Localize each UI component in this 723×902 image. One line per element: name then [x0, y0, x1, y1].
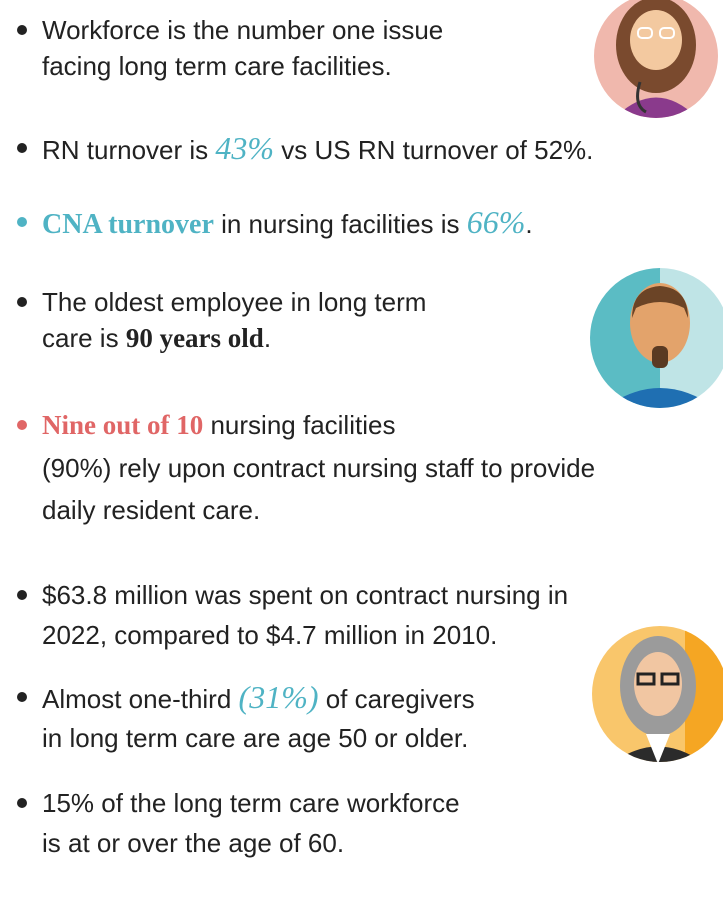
text-line: is at or over the age of 60.	[42, 826, 344, 860]
text: is at or over the age of 60.	[42, 828, 344, 858]
avatar-man	[588, 268, 723, 408]
text-line: CNA turnover in nursing facilities is 66…	[42, 205, 533, 239]
text-line: care is 90 years old.	[42, 321, 271, 355]
avatar-woman	[590, 624, 723, 764]
bold-text: CNA turnover	[42, 209, 214, 240]
text: of caregivers	[319, 684, 475, 714]
text: .	[264, 323, 271, 353]
text-line: The oldest employee in long term	[42, 285, 426, 319]
bullet-dot	[17, 25, 27, 35]
text-line: Almost one-third (31%) of caregivers	[42, 680, 475, 714]
bullet-dot	[17, 143, 27, 153]
text-line: Workforce is the number one issue	[42, 13, 443, 47]
text: in nursing facilities is	[214, 209, 467, 239]
text-line: facing long term care facilities.	[42, 49, 392, 83]
text-line: RN turnover is 43% vs US RN turnover of …	[42, 131, 593, 165]
text: $63.8 million was spent on contract nurs…	[42, 580, 568, 610]
text: .	[525, 209, 532, 239]
text: in long term care are age 50 or older.	[42, 723, 468, 753]
text: (90%) rely upon contract nursing staff t…	[42, 453, 595, 483]
text-line: $63.8 million was spent on contract nurs…	[42, 578, 568, 612]
highlight: 43%	[215, 130, 274, 166]
text: daily resident care.	[42, 495, 260, 525]
text: vs US RN turnover of 52%.	[274, 135, 593, 165]
text-line: 15% of the long term care workforce	[42, 786, 460, 820]
text: care is	[42, 323, 126, 353]
bold-text: Nine out of 10	[42, 410, 203, 440]
text-line: daily resident care.	[42, 493, 260, 527]
highlight: (31%)	[239, 679, 319, 715]
bullet-dot	[17, 692, 27, 702]
text: 15% of the long term care workforce	[42, 788, 460, 818]
text: facing long term care facilities.	[42, 51, 392, 81]
text: Almost one-third	[42, 684, 239, 714]
text: 2022, compared to $4.7 million in 2010.	[42, 620, 497, 650]
bullet-dot	[17, 217, 27, 227]
bullet-dot	[17, 590, 27, 600]
avatar-nurse	[588, 0, 723, 120]
text: RN turnover is	[42, 135, 215, 165]
text-line: (90%) rely upon contract nursing staff t…	[42, 451, 595, 485]
page: Workforce is the number one issue facing…	[0, 0, 723, 902]
text-line: 2022, compared to $4.7 million in 2010.	[42, 618, 497, 652]
text-line: in long term care are age 50 or older.	[42, 721, 468, 755]
bold-text: 90 years old	[126, 323, 264, 353]
text: nursing facilities	[203, 410, 395, 440]
highlight: 66%	[467, 204, 526, 240]
bullet-dot	[17, 420, 27, 430]
bullet-dot	[17, 297, 27, 307]
text-line: Nine out of 10 nursing facilities	[42, 408, 395, 442]
bullet-dot	[17, 798, 27, 808]
text: The oldest employee in long term	[42, 287, 426, 317]
text: Workforce is the number one issue	[42, 15, 443, 45]
